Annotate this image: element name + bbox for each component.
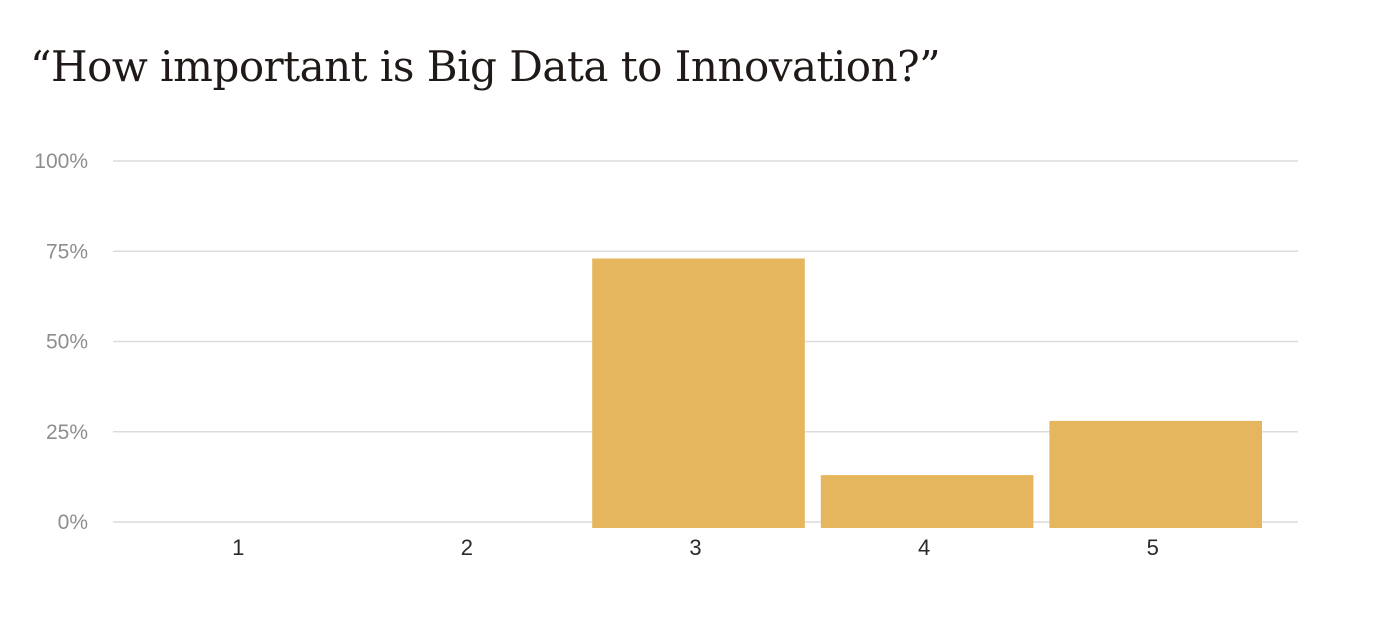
bar-5 (1049, 420, 1262, 528)
y-tick-label: 25% (46, 421, 88, 444)
bar-3 (592, 258, 805, 528)
x-tick-label: 5 (1147, 535, 1159, 560)
y-tick-label: 75% (46, 240, 88, 263)
y-axis-ticks: 0% 25% 50% 75% 100% (34, 150, 88, 534)
bars (592, 258, 1262, 528)
x-tick-label: 1 (232, 535, 244, 560)
x-tick-label: 3 (689, 535, 701, 560)
y-tick-label: 100% (34, 150, 88, 173)
x-axis-ticks: 1 2 3 4 5 (232, 535, 1159, 560)
chart-title: “How important is Big Data to Innovation… (30, 42, 941, 91)
y-tick-label: 50% (46, 331, 88, 354)
x-tick-label: 2 (461, 535, 473, 560)
x-tick-label: 4 (918, 535, 930, 560)
bar-4 (820, 475, 1034, 528)
y-tick-label: 0% (58, 511, 88, 534)
